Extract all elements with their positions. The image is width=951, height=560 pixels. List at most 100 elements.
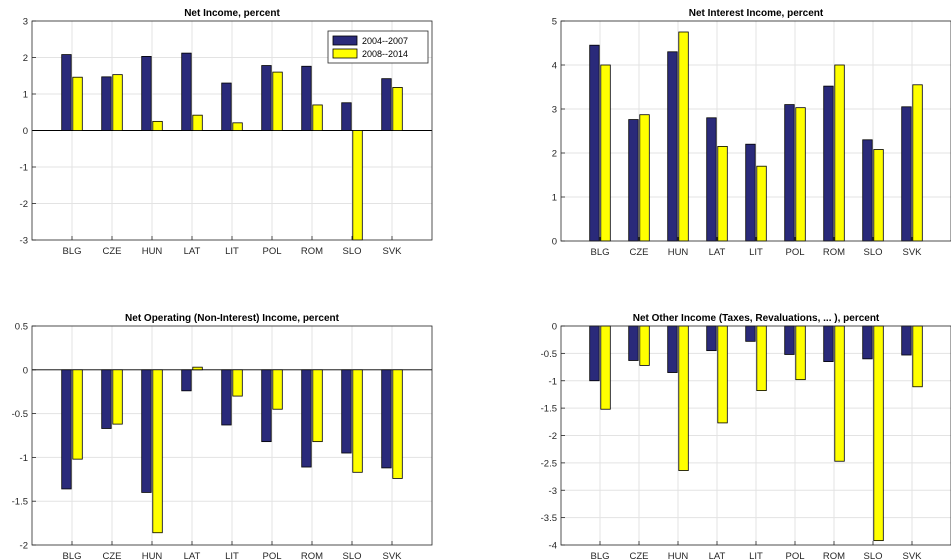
chart-title: Net Operating (Non-Interest) Income, per… bbox=[125, 313, 340, 324]
legend-label: 2008--2014 bbox=[362, 49, 408, 59]
chart-panel-3: 0.5 0 -0.5 -1 -1.5 -2 BLG CZE HUN LAT LIT POL ROM SLO… bbox=[12, 313, 433, 560]
bar-pol-2004-2007 bbox=[261, 65, 272, 131]
x-tick-label: SLO bbox=[342, 551, 361, 560]
bar-hun-2004-2007 bbox=[141, 369, 152, 493]
bar-slo-2004-2007 bbox=[341, 102, 352, 131]
bar-hun-2008-2014 bbox=[152, 120, 163, 131]
x-tick-label: POL bbox=[262, 246, 281, 257]
bar-lit-2004-2007 bbox=[221, 82, 232, 131]
x-tick-label: LIT bbox=[225, 551, 239, 560]
bar-pol-2004-2007 bbox=[261, 369, 272, 443]
y-tick-label: 3 bbox=[552, 105, 557, 116]
y-tick-label: -2 bbox=[20, 199, 28, 210]
bar-cze-2004-2007 bbox=[101, 76, 112, 131]
x-tick-label: BLG bbox=[590, 551, 609, 560]
bar-blg-2004-2007 bbox=[61, 369, 72, 490]
bar-cze-2008-2014 bbox=[112, 74, 123, 131]
x-tick-label: CZE bbox=[630, 551, 649, 560]
bar-lit-2008-2014 bbox=[756, 165, 767, 242]
bar-blg-2004-2007 bbox=[589, 325, 600, 382]
bar-rom-2008-2014 bbox=[834, 64, 845, 242]
bar-hun-2008-2014 bbox=[152, 369, 163, 534]
y-tick-label: 0 bbox=[23, 126, 28, 137]
y-tick-label: 4 bbox=[552, 61, 557, 72]
bar-svk-2008-2014 bbox=[392, 87, 403, 131]
y-tick-label: -3 bbox=[20, 236, 28, 247]
bar-blg-2008-2014 bbox=[72, 369, 83, 460]
y-tick-label: -1.5 bbox=[12, 497, 28, 508]
bar-lit-2008-2014 bbox=[232, 122, 243, 131]
legend-swatch bbox=[332, 48, 358, 59]
bar-svk-2008-2014 bbox=[912, 325, 923, 388]
y-tick-label: -2.5 bbox=[541, 458, 557, 469]
bar-lat-2008-2014 bbox=[192, 114, 203, 131]
bar-hun-2004-2007 bbox=[667, 51, 678, 242]
y-tick-label: 0 bbox=[552, 237, 557, 248]
x-tick-label: CZE bbox=[103, 551, 122, 560]
bar-hun-2008-2014 bbox=[678, 325, 689, 471]
x-tick-label: LIT bbox=[749, 247, 763, 258]
bar-rom-2008-2014 bbox=[312, 369, 323, 443]
x-tick-label: LIT bbox=[225, 246, 239, 257]
bar-lat-2008-2014 bbox=[192, 366, 203, 371]
bar-cze-2008-2014 bbox=[639, 325, 650, 366]
bar-hun-2004-2007 bbox=[141, 56, 152, 131]
chart-title: Net Other Income (Taxes, Revaluations, .… bbox=[633, 313, 880, 324]
y-tick-label: -3.5 bbox=[541, 513, 557, 524]
axes-box bbox=[31, 20, 433, 241]
y-tick-label: 0.5 bbox=[15, 322, 28, 333]
bar-slo-2008-2014 bbox=[352, 369, 363, 473]
y-tick-label: 5 bbox=[552, 17, 557, 28]
x-tick-label: CZE bbox=[103, 246, 122, 257]
bar-lat-2004-2007 bbox=[706, 117, 717, 242]
x-tick-label: ROM bbox=[823, 551, 845, 560]
bar-blg-2008-2014 bbox=[600, 64, 611, 242]
bar-slo-2008-2014 bbox=[352, 130, 363, 241]
x-tick-label: HUN bbox=[142, 246, 163, 257]
y-tick-label: -1 bbox=[549, 376, 557, 387]
bar-slo-2004-2007 bbox=[862, 325, 873, 360]
bar-rom-2004-2007 bbox=[301, 65, 312, 131]
y-tick-label: -4 bbox=[549, 541, 557, 552]
y-tick-label: -1.5 bbox=[541, 404, 557, 415]
bar-rom-2004-2007 bbox=[823, 85, 834, 242]
chart-title: Net Income, percent bbox=[184, 8, 280, 19]
y-tick-label: 1 bbox=[552, 193, 557, 204]
x-tick-label: BLG bbox=[62, 246, 81, 257]
bar-slo-2004-2007 bbox=[341, 369, 352, 454]
x-tick-label: HUN bbox=[668, 247, 689, 258]
bar-hun-2008-2014 bbox=[678, 31, 689, 242]
bar-slo-2004-2007 bbox=[862, 139, 873, 242]
bar-rom-2008-2014 bbox=[834, 325, 845, 462]
bar-rom-2008-2014 bbox=[312, 104, 323, 131]
x-tick-label: SVK bbox=[902, 247, 922, 258]
y-tick-label: 3 bbox=[23, 17, 28, 28]
x-tick-label: BLG bbox=[590, 247, 609, 258]
x-tick-label: SLO bbox=[342, 246, 361, 257]
legend: 2004--2007 2008--2014 bbox=[327, 30, 429, 64]
bar-lit-2008-2014 bbox=[756, 325, 767, 392]
chart-panel-2: 5 4 3 2 1 0 BLG CZE HUN LAT LIT POL ROM SLO SVK Net Int… bbox=[552, 8, 951, 258]
bar-pol-2008-2014 bbox=[272, 369, 283, 410]
legend-swatch bbox=[332, 35, 358, 46]
axes-box bbox=[31, 325, 433, 546]
x-tick-label: POL bbox=[785, 247, 804, 258]
bar-pol-2008-2014 bbox=[795, 107, 806, 242]
y-tick-label: 2 bbox=[23, 53, 28, 64]
bar-rom-2004-2007 bbox=[301, 369, 312, 468]
bar-lit-2008-2014 bbox=[232, 369, 243, 397]
x-tick-label: HUN bbox=[668, 551, 689, 560]
y-tick-label: -1 bbox=[20, 163, 28, 174]
x-tick-label: SVK bbox=[382, 246, 402, 257]
bar-svk-2004-2007 bbox=[381, 369, 392, 469]
x-tick-label: HUN bbox=[142, 551, 163, 560]
bar-lat-2004-2007 bbox=[706, 325, 717, 352]
y-tick-label: -0.5 bbox=[541, 349, 557, 360]
axes-box bbox=[560, 325, 951, 546]
x-tick-label: LIT bbox=[749, 551, 763, 560]
bar-cze-2008-2014 bbox=[112, 369, 123, 425]
y-tick-label: -0.5 bbox=[12, 409, 28, 420]
y-tick-label: -1 bbox=[20, 453, 28, 464]
x-tick-label: ROM bbox=[301, 551, 323, 560]
bar-pol-2004-2007 bbox=[784, 104, 795, 242]
